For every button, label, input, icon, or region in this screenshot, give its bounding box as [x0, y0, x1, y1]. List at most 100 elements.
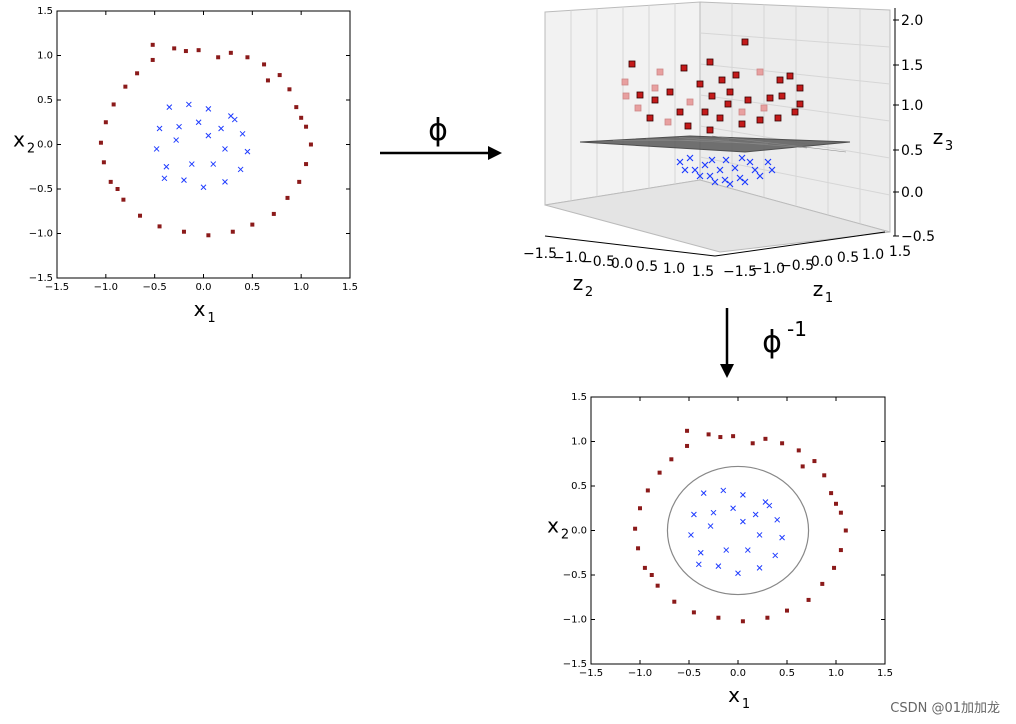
left-point-square [121, 197, 126, 202]
3d-point-square [696, 80, 704, 88]
bottom-point-x [697, 549, 704, 556]
left-point-square [172, 46, 177, 51]
3d-z3-tick-label: 2.0 [901, 13, 923, 29]
3d-z2-tick-label: 1.0 [663, 261, 685, 277]
bottom-ytick-label: −0.5 [563, 570, 587, 581]
3d-point-square [732, 71, 740, 79]
bottom-xtick-label: 1.5 [877, 668, 893, 679]
3d-point-x [768, 166, 776, 174]
3d-point-x [696, 172, 704, 180]
left-point-square [103, 120, 108, 125]
3d-point-x [722, 156, 730, 164]
bottom-point-square [685, 428, 690, 433]
left-ylabel: x [13, 128, 25, 152]
left-point-square [299, 115, 304, 120]
left-ytick-label: 1.0 [37, 51, 53, 62]
bottom-point-square [843, 528, 848, 533]
phi-arrow-head [488, 146, 502, 160]
left-point-x [244, 148, 251, 155]
bottom-xtick-label: −1.0 [628, 668, 652, 679]
3d-point-square [708, 92, 716, 100]
bottom-point-square [731, 434, 736, 439]
left-point-square [265, 78, 270, 83]
bottom-point-square [691, 610, 696, 615]
bottom-point-x [756, 565, 763, 571]
bottom-point-square [669, 457, 674, 462]
left-point-square [138, 213, 143, 218]
bottom-point-square [765, 615, 770, 620]
bottom-point-x [695, 561, 702, 568]
3d-z3-label: z [933, 125, 944, 149]
3d-z2-tick-label: 0.5 [636, 259, 658, 275]
3d-point-square [636, 91, 644, 99]
left-point-square [183, 49, 188, 54]
phi-inv-superscript: -1 [787, 317, 807, 341]
bottom-ylabel-sub: 2 [561, 528, 569, 543]
3d-separating-plane [579, 135, 851, 153]
left-point-square [206, 233, 211, 238]
bottom-point-square [638, 506, 642, 511]
left-point-square [135, 71, 140, 76]
left-point-square [245, 55, 250, 60]
left-point-square [230, 229, 235, 234]
left-point-square [228, 50, 233, 55]
bottom-point-square [636, 546, 641, 551]
left-xtick-label: −0.5 [143, 282, 167, 293]
3d-point-x [738, 154, 746, 162]
3d-plane-grid [678, 137, 808, 149]
3d-z3-tick-label: 0.0 [901, 185, 923, 201]
bottom-point-x [752, 511, 759, 518]
bottom-point-square [633, 526, 638, 531]
bottom-point-x [740, 518, 746, 525]
3d-point-x [731, 164, 739, 172]
bottom-point-x [720, 487, 727, 494]
3d-point-square [634, 104, 642, 112]
3d-z1-tick-label: −1.0 [751, 261, 785, 277]
left-ytick-label: 1.5 [37, 6, 53, 17]
left-xlabel: x [194, 297, 206, 321]
bottom-point-square [716, 615, 721, 620]
3d-point-square [776, 76, 784, 84]
left-point-x [222, 146, 228, 152]
3d-point-x [676, 158, 684, 166]
3d-point-square [724, 100, 732, 108]
3d-z2-tick-label: 0.0 [611, 256, 633, 272]
bottom-point-square [763, 436, 768, 441]
bottom-xtick-label: −1.5 [579, 668, 603, 679]
3d-z1-label: z [813, 277, 824, 301]
bottom-ytick-label: 1.5 [571, 392, 587, 403]
3d-point-square [738, 120, 746, 128]
3d-point-x [711, 178, 719, 186]
bottom-decision-boundary-circle [666, 465, 810, 596]
3d-z1-tick-label: −1.5 [723, 264, 757, 280]
left-point-square [150, 42, 155, 47]
bottom-point-x [688, 532, 694, 538]
left-point-square [216, 55, 221, 60]
3d-point-square [706, 126, 714, 134]
3d-point-square [756, 116, 764, 124]
3d-point-square [701, 108, 709, 116]
bottom-point-square [750, 441, 755, 446]
left-point-square [287, 87, 292, 92]
3d-point-x [681, 166, 689, 174]
bottom-xlabel-sub: 1 [742, 697, 750, 712]
bottom-point-square [785, 608, 789, 613]
bottom-point-square [812, 459, 817, 464]
left-point-square [111, 102, 116, 107]
3d-point-square [726, 88, 734, 96]
left-point-square [277, 73, 282, 78]
transform-arrows: ϕϕ -1 [380, 113, 807, 378]
3d-point-square [621, 78, 629, 86]
bottom-ytick-label: 0.0 [571, 526, 587, 537]
3d-z1-axis [714, 231, 886, 257]
3d-point-square [716, 114, 724, 122]
3d-point-x [708, 156, 716, 164]
bottom-point-square [655, 583, 660, 588]
left-point-square [308, 142, 313, 147]
left-point-square [304, 124, 309, 129]
3d-z2-tick-label: 1.5 [692, 264, 714, 280]
left-point-square [294, 105, 299, 110]
left-xtick-label: 0.5 [244, 282, 260, 293]
3d-z2-tick-label: −0.5 [581, 254, 615, 270]
bottom-point-square [820, 581, 825, 586]
